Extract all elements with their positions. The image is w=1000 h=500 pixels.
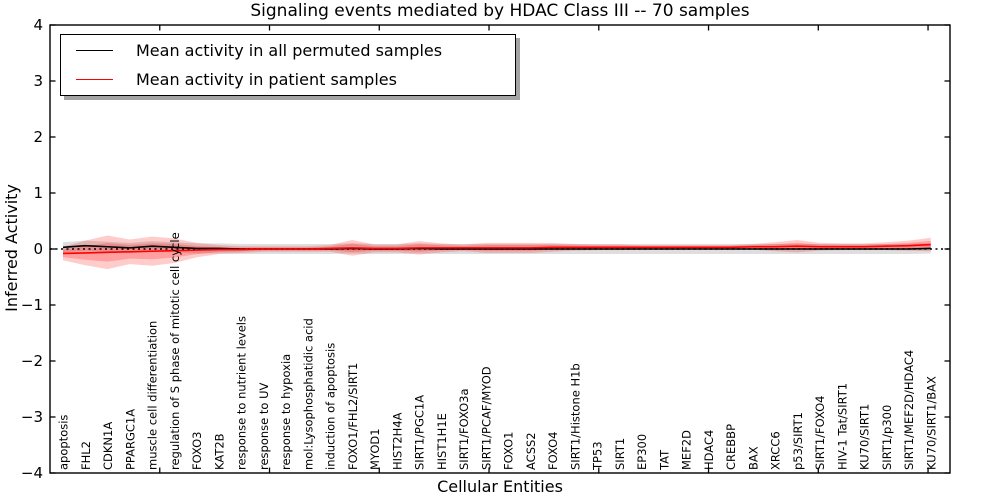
x-entity-label: FHL2: [79, 441, 93, 470]
x-entity-label: KU70/SIRT1: [858, 404, 872, 470]
y-tick-label: 1: [33, 184, 43, 202]
chart-title: Signaling events mediated by HDAC Class …: [250, 1, 750, 21]
x-entity-label: HIST1H1E: [435, 413, 449, 470]
y-tick-label: −1: [21, 296, 43, 314]
x-entity-label: CREBBP: [724, 424, 738, 470]
x-entity-label: MEF2D: [680, 430, 694, 470]
x-entity-label: response to hypoxia: [279, 354, 293, 470]
x-entity-label: PPARGC1A: [123, 409, 137, 470]
series-line-0: [62, 244, 931, 250]
x-entity-label: mol:Lysophosphatidic acid: [301, 318, 315, 470]
x-entity-label: ACSS2: [524, 432, 538, 470]
x-entity-label: FOXO1/FHL2/SIRT1: [346, 363, 360, 470]
x-entity-label: FOXO3: [190, 432, 204, 470]
y-tick-label: −3: [21, 408, 43, 426]
x-entity-label: muscle cell differentiation: [146, 321, 160, 470]
x-entity-label: TAT: [657, 449, 671, 471]
x-entity-label: SIRT1/MEF2D/HDAC4: [902, 350, 916, 470]
patient-band-inner: [63, 240, 931, 262]
series-line-1: [62, 243, 931, 255]
x-entity-label: BAX: [746, 446, 760, 470]
x-entity-label: TP53: [591, 441, 605, 471]
legend-line-sample-permuted: [76, 50, 113, 51]
x-entity-label: response to nutrient levels: [235, 316, 249, 470]
y-tick-label: 4: [33, 16, 43, 34]
legend-line-sample-patient: [76, 79, 113, 80]
x-entity-label: SIRT1/PCAF/MYOD: [479, 366, 493, 470]
x-entity-label: KAT2B: [212, 433, 226, 470]
x-entity-label: CDKN1A: [101, 422, 115, 470]
x-entity-label: SIRT1/p300: [880, 405, 894, 470]
x-entity-label: HIV-1 Tat/SIRT1: [835, 383, 849, 470]
x-entity-label: response to UV: [257, 382, 271, 470]
x-entity-label: HDAC4: [702, 430, 716, 470]
y-tick-label: 0: [33, 240, 43, 258]
x-entity-label: SIRT1/Histone H1b: [568, 363, 582, 470]
x-entity-label: apoptosis: [57, 415, 71, 470]
x-entity-label: induction of apoptosis: [324, 343, 338, 470]
legend-entry-permuted: Mean activity in all permuted samples: [61, 40, 515, 62]
x-axis-title: Cellular Entities: [437, 477, 563, 496]
x-entity-label: EP300: [635, 434, 649, 470]
x-entity-label: XRCC6: [769, 431, 783, 470]
x-entity-label: MYOD1: [368, 428, 382, 470]
x-entity-label: HIST2H4A: [390, 412, 404, 470]
x-entity-label: KU70/SIRT1/BAX: [924, 376, 938, 470]
y-tick-label: −4: [21, 464, 43, 482]
x-entity-label: FOXO1: [502, 432, 516, 470]
x-entity-label: regulation of S phase of mitotic cell cy…: [168, 232, 182, 470]
x-entity-label: SIRT1/FOXO3a: [457, 388, 471, 470]
y-tick-label: 2: [33, 128, 43, 146]
y-axis-title: Inferred Activity: [2, 184, 21, 312]
x-entity-label: FOXO4: [546, 432, 560, 470]
legend-label-patient: Mean activity in patient samples: [136, 70, 397, 89]
y-tick-label: 3: [33, 72, 43, 90]
x-entity-label: p53/SIRT1: [791, 412, 805, 470]
patient-band-outer: [63, 235, 931, 270]
y-tick-label: −2: [21, 352, 43, 370]
legend: Mean activity in all permuted samples Me…: [60, 34, 516, 96]
x-entity-label: SIRT1/PGC1A: [413, 395, 427, 470]
x-entity-label: SIRT1/FOXO4: [813, 395, 827, 470]
legend-label-permuted: Mean activity in all permuted samples: [136, 41, 443, 60]
x-entity-label: SIRT1: [613, 438, 627, 470]
legend-entry-patient: Mean activity in patient samples: [61, 69, 515, 91]
